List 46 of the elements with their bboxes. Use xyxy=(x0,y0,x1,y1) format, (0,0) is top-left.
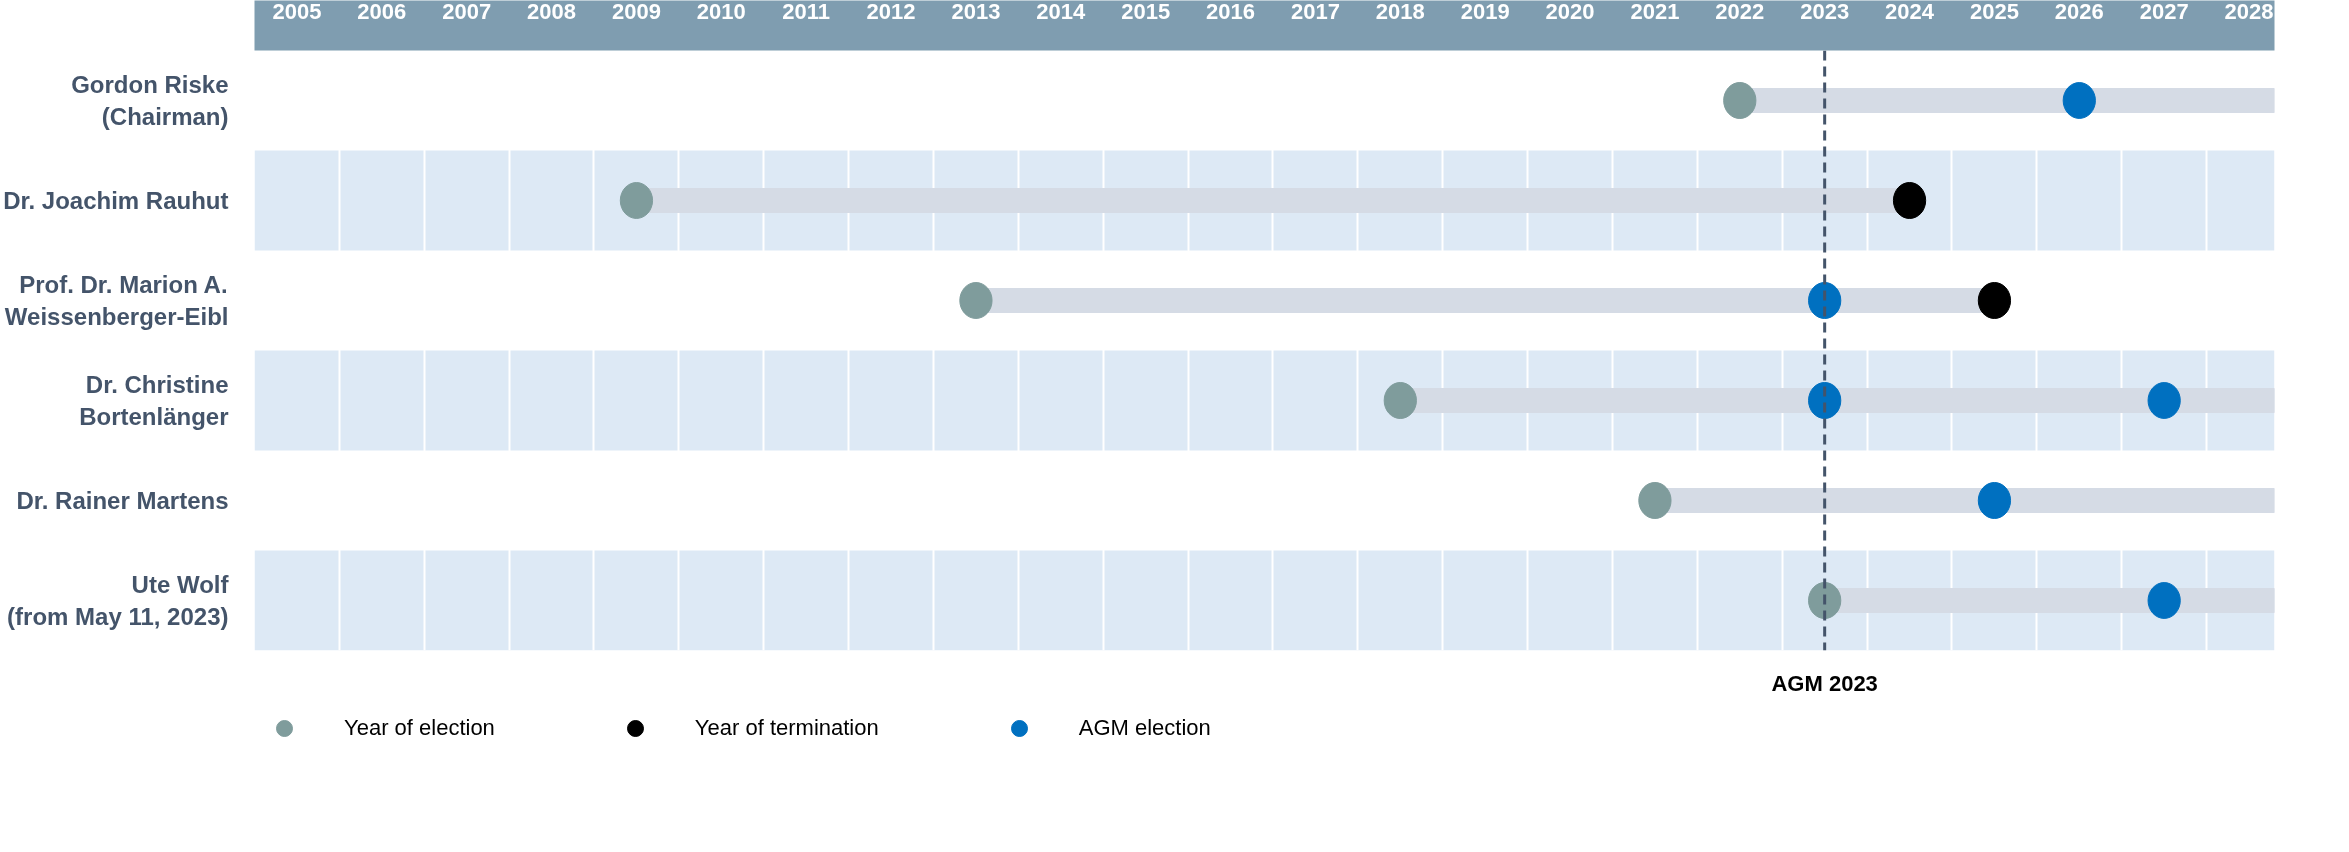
point xyxy=(959,282,993,319)
y-tick-label: Dr. Rainer Martens xyxy=(16,487,229,514)
x-tick-label: 2017 xyxy=(1290,0,1340,24)
x-tick-label: 2024 xyxy=(1885,0,1935,24)
y-tick-label: Prof. Dr. Marion A. Weissenberger-Eibl xyxy=(4,270,229,331)
legend-label: Year of termination xyxy=(694,715,879,741)
x-tick-label: 2010 xyxy=(696,0,746,24)
y-tick-label: Dr. Joachim Rauhut xyxy=(3,187,229,214)
x-tick-label: 2023 xyxy=(1800,0,1850,24)
point xyxy=(2062,82,2096,119)
legend-label: AGM election xyxy=(1078,715,1211,741)
point xyxy=(1383,382,1417,419)
x-tick-label: 2006 xyxy=(357,0,407,24)
x-tick-label: 2027 xyxy=(2139,0,2189,24)
x-tick-label: 2009 xyxy=(611,0,661,24)
x-tick-label: 2011 xyxy=(782,0,831,24)
y-tick-label: Ute Wolf (from May 11, 2023) xyxy=(7,570,230,631)
point xyxy=(2147,382,2181,419)
x-tick-label: 2013 xyxy=(951,0,1001,24)
y-tick-label: Gordon Riske (Chairman) xyxy=(71,70,229,131)
ref-line-label: AGM 2023 xyxy=(1771,670,1878,696)
x-tick-label: 2020 xyxy=(1545,0,1595,24)
point xyxy=(1808,582,1842,619)
x-tick-label: 2021 xyxy=(1630,0,1680,24)
x-tick-label: 2025 xyxy=(1969,0,2019,24)
x-tick-label: 2008 xyxy=(527,0,577,24)
x-tick-label: 2018 xyxy=(1375,0,1425,24)
x-tick-label: 2014 xyxy=(1036,0,1087,24)
legend-label: Year of election xyxy=(344,715,495,741)
x-tick-label: 2019 xyxy=(1460,0,1510,24)
x-tick-label: 2005 xyxy=(272,0,322,24)
x-tick-label: 2022 xyxy=(1715,0,1765,24)
x-tick-label: 2015 xyxy=(1121,0,1171,24)
x-tick-label: 2012 xyxy=(866,0,916,24)
x-tick-label: 2026 xyxy=(2054,0,2104,24)
x-tick-label: 2028 xyxy=(2224,0,2274,24)
point xyxy=(1977,482,2012,519)
x-tick-label: 2007 xyxy=(442,0,492,24)
x-tick-label: 2016 xyxy=(1206,0,1256,24)
point xyxy=(2147,582,2181,619)
y-tick-label: Dr. Christine Bortenlänger xyxy=(79,370,229,431)
point xyxy=(619,182,654,219)
point xyxy=(1723,82,1757,119)
point xyxy=(1638,482,1672,519)
point xyxy=(1977,282,2012,319)
point xyxy=(1892,182,1927,219)
